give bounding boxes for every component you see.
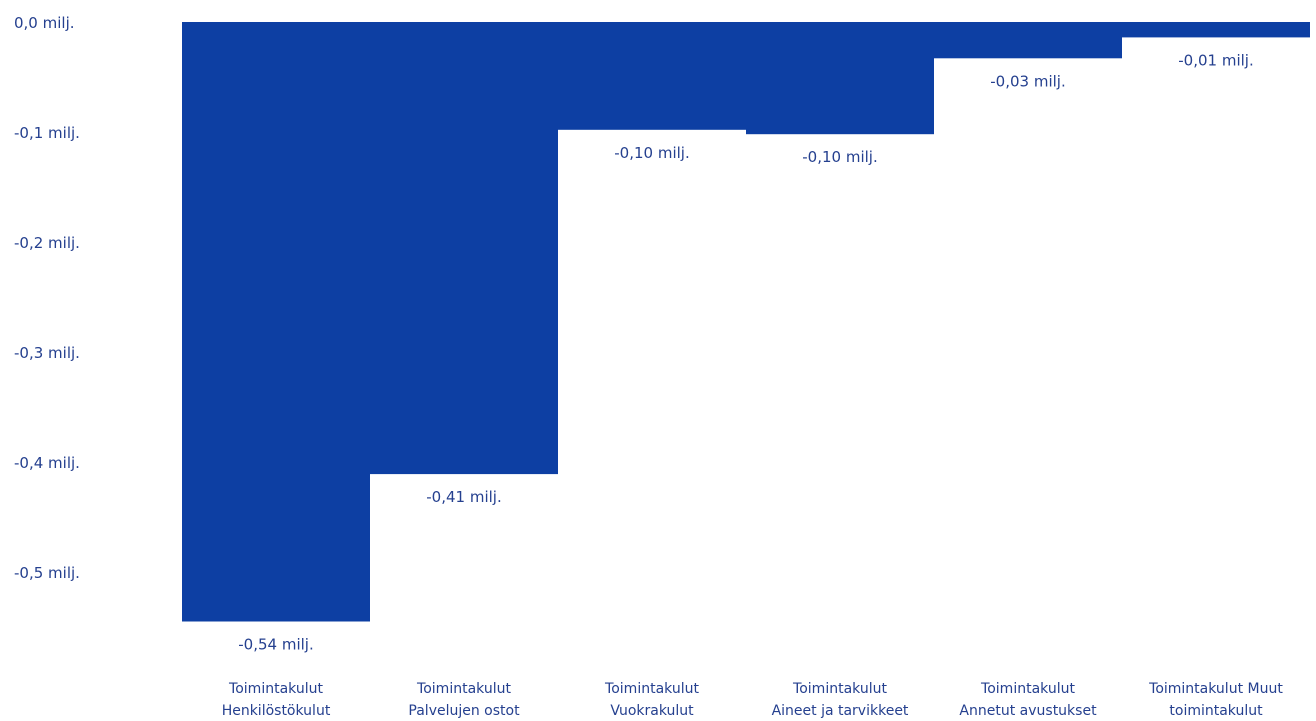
bar bbox=[746, 22, 934, 135]
bar bbox=[370, 22, 558, 475]
bar bbox=[558, 22, 746, 130]
category-label: Annetut avustukset bbox=[959, 703, 1097, 719]
category-label: Vuokrakulut bbox=[610, 703, 694, 719]
category-label: Palvelujen ostot bbox=[408, 703, 520, 719]
category-label: Henkilöstökulut bbox=[222, 703, 331, 719]
category-label: Aineet ja tarvikkeet bbox=[772, 703, 909, 719]
y-tick-label: 0,0 milj. bbox=[14, 14, 75, 32]
category-label: Toimintakulut bbox=[792, 681, 887, 697]
data-labels: -0,54 milj. -0,41 milj. -0,10 milj. -0,10 m… bbox=[238, 51, 1253, 653]
category-label: Toimintakulut Muut bbox=[1148, 681, 1283, 697]
data-label: -0,10 milj. bbox=[614, 144, 689, 162]
y-tick-label: -0,5 milj. bbox=[14, 564, 80, 582]
y-tick-label: -0,3 milj. bbox=[14, 344, 80, 362]
y-tick-label: -0,1 milj. bbox=[14, 124, 80, 142]
bars bbox=[182, 22, 1310, 622]
x-axis: Toimintakulut Henkilöstökulut Toimintakulu… bbox=[222, 681, 1284, 719]
data-label: -0,54 milj. bbox=[238, 636, 313, 654]
category-label: Toimintakulut bbox=[980, 681, 1075, 697]
data-label: -0,03 milj. bbox=[990, 72, 1065, 90]
category-label: Toimintakulut bbox=[228, 681, 323, 697]
category-label: Toimintakulut bbox=[416, 681, 511, 697]
category-label: Toimintakulut bbox=[604, 681, 699, 697]
data-label: -0,41 milj. bbox=[426, 488, 501, 506]
data-label: -0,01 milj. bbox=[1178, 51, 1253, 69]
y-tick-label: -0,4 milj. bbox=[14, 454, 80, 472]
category-label: toimintakulut bbox=[1169, 703, 1263, 719]
y-axis: 0,0 milj. -0,1 milj. -0,2 milj. -0,3 milj. -… bbox=[14, 14, 80, 582]
bar bbox=[934, 22, 1122, 59]
bar bbox=[1122, 22, 1310, 38]
bar bbox=[182, 22, 370, 622]
y-tick-label: -0,2 milj. bbox=[14, 234, 80, 252]
data-label: -0,10 milj. bbox=[802, 148, 877, 166]
